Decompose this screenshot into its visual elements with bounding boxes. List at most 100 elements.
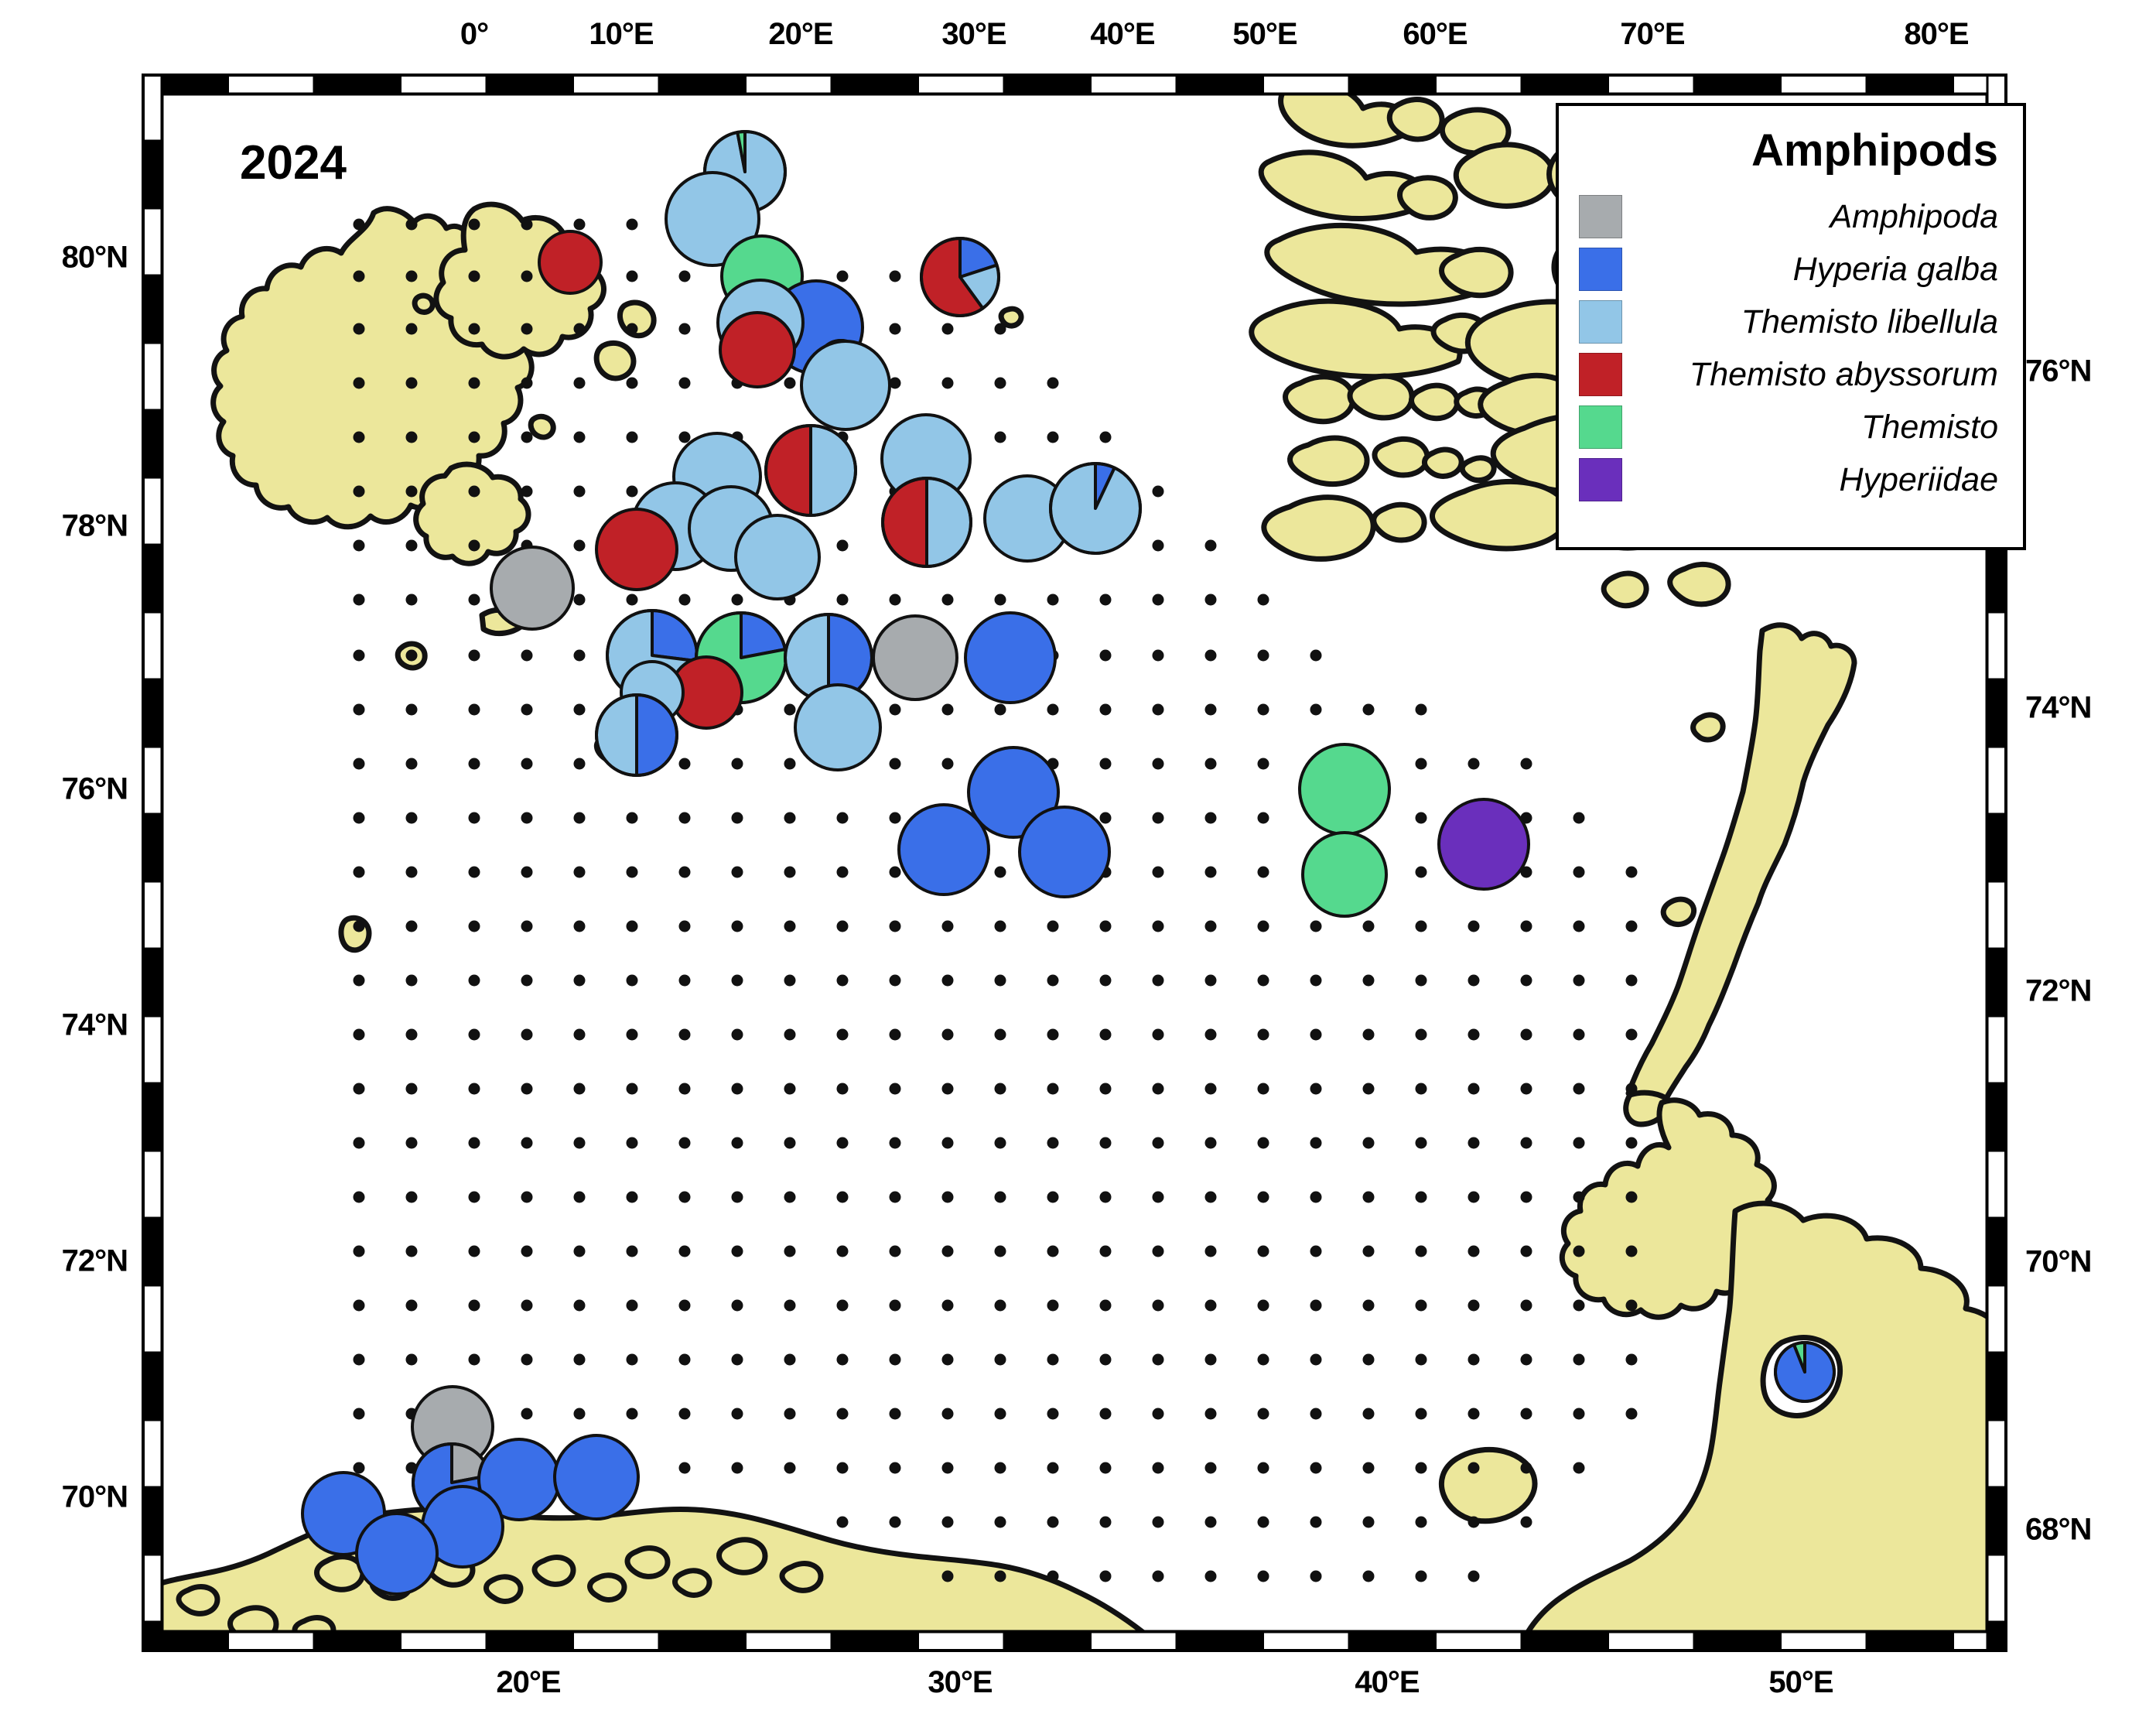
station-dot: [1204, 594, 1217, 606]
station-dot: [626, 1137, 638, 1149]
pie-marker[interactable]: [1018, 806, 1111, 898]
station-dot: [1047, 1083, 1059, 1095]
pie-marker[interactable]: [1774, 1341, 1836, 1403]
station-dot: [468, 920, 480, 932]
station-dot: [468, 649, 480, 662]
station-dot: [1362, 974, 1375, 987]
pie-marker[interactable]: [764, 424, 857, 517]
station-dot: [1573, 1028, 1585, 1041]
pie-marker[interactable]: [872, 614, 958, 701]
pie-slice[interactable]: [872, 614, 958, 701]
pie-marker[interactable]: [1298, 743, 1391, 836]
pie-slice[interactable]: [553, 1434, 640, 1521]
station-dot: [1152, 920, 1164, 932]
pie-marker[interactable]: [595, 508, 678, 591]
station-dot: [1362, 1137, 1375, 1149]
station-dot: [1415, 1083, 1427, 1095]
frame-tick-top: [313, 74, 401, 95]
pie-marker[interactable]: [800, 340, 891, 431]
pie-slice[interactable]: [1437, 798, 1530, 891]
station-dot: [1257, 758, 1269, 770]
station-dot: [626, 431, 638, 443]
map-canvas[interactable]: [142, 74, 2007, 1652]
station-dot: [1468, 1137, 1480, 1149]
legend-label-4: Themisto: [1861, 408, 1998, 446]
pie-slice[interactable]: [355, 1512, 439, 1596]
station-dot: [1257, 1516, 1269, 1528]
land-nz-islet-2: [1660, 896, 1697, 928]
pie-marker[interactable]: [719, 311, 796, 388]
legend-item-5[interactable]: Hyperiidae: [1579, 453, 2003, 506]
pie-slice[interactable]: [719, 311, 796, 388]
frame-tick-right: [1986, 1216, 2007, 1287]
pie-slice[interactable]: [1301, 831, 1388, 918]
pie-slice[interactable]: [490, 546, 575, 631]
pie-marker[interactable]: [490, 546, 575, 631]
station-dot: [1152, 866, 1164, 878]
station-dot: [994, 866, 1006, 878]
station-dot: [353, 431, 365, 443]
pie-slice[interactable]: [734, 514, 821, 600]
axis-tick-label: 40°E: [1090, 17, 1155, 51]
pie-marker[interactable]: [355, 1512, 439, 1596]
station-dot: [1310, 1083, 1322, 1095]
station-dot: [941, 1028, 954, 1041]
legend-item-3[interactable]: Themisto abyssorum: [1579, 348, 2003, 401]
pie-slice[interactable]: [794, 683, 882, 771]
pie-slice[interactable]: [964, 611, 1057, 704]
pie-marker[interactable]: [881, 477, 972, 568]
station-dot: [678, 1462, 691, 1474]
station-dot: [678, 1299, 691, 1312]
legend-item-4[interactable]: Themisto: [1579, 401, 2003, 453]
station-dot: [1415, 1408, 1427, 1420]
land-islet-a: [412, 292, 436, 315]
station-dot: [889, 758, 901, 770]
station-dot: [1152, 1570, 1164, 1582]
pie-slice[interactable]: [1298, 743, 1391, 836]
pie-marker[interactable]: [920, 237, 1000, 317]
pie-slice[interactable]: [595, 508, 678, 591]
station-dot: [1468, 1191, 1480, 1203]
map-panel[interactable]: [142, 74, 2007, 1652]
pie-slice[interactable]: [967, 746, 1060, 839]
station-dot: [1257, 1353, 1269, 1366]
station-dot: [468, 431, 480, 443]
pie-marker[interactable]: [665, 171, 760, 267]
frame-tick-bottom: [313, 1630, 401, 1652]
station-dot: [521, 974, 533, 987]
legend-label-2: Themisto libellula: [1741, 303, 1998, 340]
pie-slice[interactable]: [538, 230, 603, 295]
pie-slice[interactable]: [897, 803, 990, 896]
pie-marker[interactable]: [964, 611, 1057, 704]
legend-item-2[interactable]: Themisto libellula: [1579, 296, 2003, 348]
pie-marker[interactable]: [595, 693, 678, 777]
station-dot: [521, 377, 533, 389]
pie-slice[interactable]: [665, 171, 760, 267]
station-dot: [994, 1083, 1006, 1095]
pie-marker[interactable]: [1049, 462, 1142, 555]
station-dot: [678, 974, 691, 987]
station-dot: [1047, 1570, 1059, 1582]
station-dot: [1310, 649, 1322, 662]
pie-marker[interactable]: [967, 746, 1060, 839]
pie-marker[interactable]: [1301, 831, 1388, 918]
pie-slice[interactable]: [800, 340, 891, 431]
pie-marker[interactable]: [734, 514, 821, 600]
station-dot: [468, 218, 480, 231]
pie-slice[interactable]: [1018, 806, 1111, 898]
station-dot: [1310, 1028, 1322, 1041]
pie-marker[interactable]: [553, 1434, 640, 1521]
station-dot: [1625, 974, 1638, 987]
pie-marker[interactable]: [794, 683, 882, 771]
legend-item-1[interactable]: Hyperia galba: [1579, 243, 2003, 296]
pie-marker[interactable]: [1437, 798, 1530, 891]
legend-item-0[interactable]: Amphipoda: [1579, 190, 2003, 243]
station-dot: [1099, 758, 1112, 770]
station-dot: [1204, 539, 1217, 552]
station-dot: [405, 812, 418, 824]
station-dot: [1625, 1353, 1638, 1366]
pie-marker[interactable]: [897, 803, 990, 896]
pie-marker[interactable]: [538, 230, 603, 295]
pie-markers-layer[interactable]: [301, 130, 1836, 1596]
station-dot: [1310, 1516, 1322, 1528]
